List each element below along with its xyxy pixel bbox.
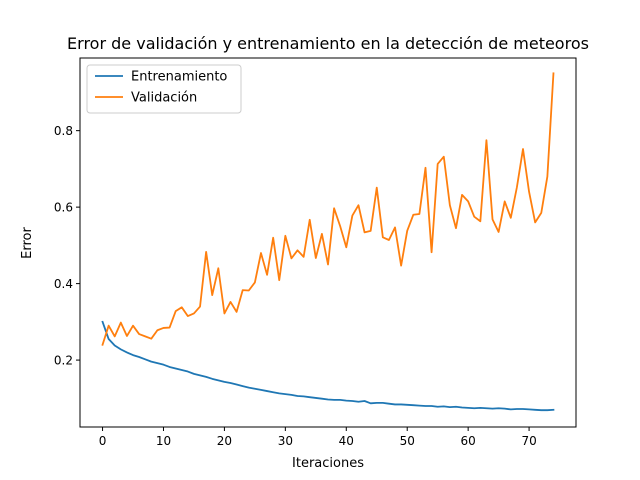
y-tick-label: 0.6 [54,201,73,215]
y-tick-label: 0.4 [54,277,73,291]
legend: Entrenamiento Validación [87,65,241,113]
y-tick-label: 0.2 [54,354,73,368]
chart-title: Error de validación y entrenamiento en l… [67,34,589,53]
legend-label-validacion: Validación [131,91,197,106]
y-tick-label: 0.8 [54,124,73,138]
x-tick-label: 60 [461,434,476,448]
x-tick-label: 50 [400,434,415,448]
x-tick-label: 20 [217,434,232,448]
x-tick-label: 70 [521,434,536,448]
x-tick-label: 40 [339,434,354,448]
x-axis-label: Iteraciones [292,456,364,471]
x-tick-label: 0 [99,434,107,448]
x-tick-label: 30 [278,434,293,448]
x-tick-label: 10 [156,434,171,448]
y-axis-label: Error [20,227,35,259]
legend-label-entrenamiento: Entrenamiento [131,70,227,85]
